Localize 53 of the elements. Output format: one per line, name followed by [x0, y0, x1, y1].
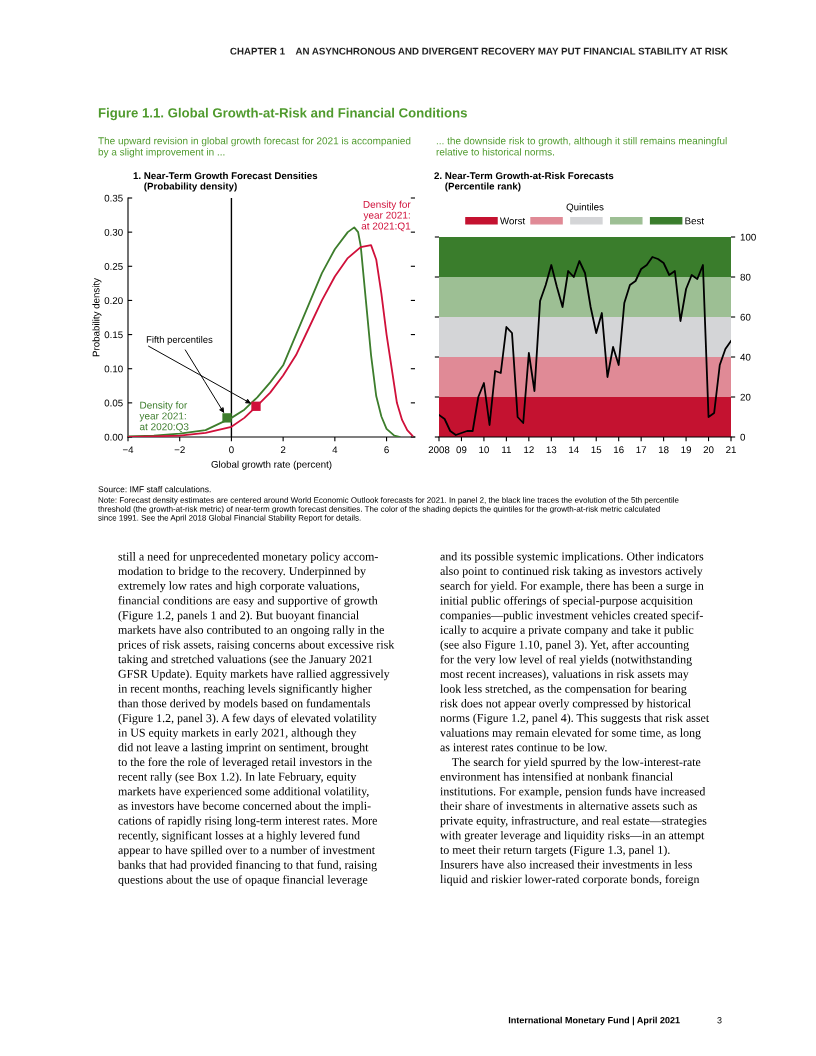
x-tick-label: 10 — [479, 446, 489, 454]
x-tick-label: 0 — [229, 446, 234, 454]
x-axis-title: Global growth rate (percent) — [211, 460, 332, 470]
legend-title: Quintiles — [566, 203, 604, 213]
y-tick-label: 40 — [740, 353, 751, 361]
legend-label: Worst — [500, 217, 526, 225]
chart-title: 2. Near-Term Growth-at-Risk Forecasts (Percentile rank) — [434, 172, 614, 192]
x-tick-label: 15 — [591, 446, 602, 454]
chart-title: 1. Near-Term Growth Forecast Densities (Probability density) — [133, 172, 318, 192]
y-tick-label: 0.25 — [104, 263, 123, 270]
y-tick-label: 0.05 — [104, 399, 123, 407]
x-tick-label: 20 — [703, 446, 714, 454]
x-tick-label: 14 — [569, 446, 579, 454]
x-tick-label: 17 — [636, 446, 647, 454]
text: International Monetary Fund | April 2021 — [508, 1016, 680, 1026]
x-tick-label: 16 — [614, 446, 624, 454]
y-tick-label: 0 — [740, 433, 746, 441]
x-tick-label: 18 — [658, 446, 669, 454]
x-tick-label: 2 — [280, 446, 286, 454]
y-tick-label: 0.00 — [104, 433, 123, 441]
legend-label: Best — [685, 217, 704, 225]
x-tick-label: 19 — [681, 446, 692, 454]
y-tick-label: 0.20 — [104, 297, 123, 305]
x-tick-label: 13 — [546, 446, 557, 454]
x-tick-label: 09 — [456, 446, 467, 454]
y-tick-label: 0.30 — [104, 228, 123, 236]
annotation: Fifth percentiles — [146, 336, 213, 345]
x-tick-label: 11 — [502, 446, 511, 454]
series-label: Density for year 2021: at 2021:Q1 — [361, 200, 411, 232]
text: 3 — [717, 1017, 722, 1024]
text: and its possible systemic implications. Other indicators also point to continued risk taking as investors actively search for yield. For example, there has been a surge in initial public offerings of special-purpose acquisition companies—public investment vehicles created specif- ically to acquire a private company and take it public (see also Figure 1.10, panel 3). Yet, after accounting for the very low level of real yields (notwithstanding most recent increases), valuations in risk assets may look less stretched, as the compensation for bearing risk does not appear overly compressed by historical norms (Figure 1.2, panel 4). This suggests that risk asset valuations may remain elevated for some time, as long as interest rates continue to be low. The search for yield spurred by the low-interest-rate environment has intensified at nonbank financial institutions. For example, pension funds have increased their share of investments in alternative assets such as private equity, infrastructure, and real estate—strategies with greater leverage and liquidity risks—in an attempt to meet their return targets (Figure 1.3, panel 1). Insurers have also increased their investments in less liquid and riskier lower-rated corporate bonds, foreign — [440, 552, 710, 886]
y-tick-label: 100 — [740, 233, 756, 241]
x-tick-label: 21 — [726, 446, 736, 454]
x-tick-label: 2008 — [428, 446, 450, 454]
series-label: Density for year 2021: at 2020:Q3 — [139, 401, 189, 433]
y-tick-label: 60 — [740, 313, 751, 321]
y-tick-label: 20 — [740, 393, 751, 401]
x-tick-label: 4 — [332, 446, 338, 454]
text: CHAPTER 1 AN ASYNCHRONOUS AND DIVERGENT RECOVERY MAY PUT FINANCIAL STABILITY AT RISK — [230, 47, 728, 55]
source-note: Source: IMF staff calculations. — [98, 486, 211, 493]
y-tick-label: 80 — [740, 273, 751, 281]
text: still a need for unprecedented monetary policy accom- modation to bridge to the recovery. Underpinned by extremely low rates and high corporate valuations, financial conditions are easy and supportive of growth (Figure 1.2, panels 1 and 2). But buoyant financial markets have also contributed to an ongoing rally in the prices of risk assets, raising concerns about excessive risk taking and stretched valuations (see the January 2021 GFSR Update). Equity markets have rallied aggressively in recent months, reaching levels significantly higher than those derived by models based on fundamentals (Figure 1.2, panel 3). A few days of elevated volatility in US equity markets in early 2021, although they did not leave a lasting imprint on sentiment, brought to the fore the role of leveraged retail investors in the recent rally (see Box 1.2). In late February, equity markets have experienced some additional volatility, as investors have become concerned about the impli- cations of rapidly rising long-term interest rates. More recently, significant losses at a highly levered fund appear to have spilled over to a number of investment banks that had provided financing to that fund, raising questions about the use of opaque financial leverage — [118, 552, 395, 887]
x-tick-label: −4 — [122, 446, 134, 454]
y-axis-title: Probability density — [92, 278, 102, 357]
y-tick-label: 0.35 — [104, 194, 123, 202]
y-tick-label: 0.10 — [104, 365, 123, 373]
x-tick-label: −2 — [174, 446, 185, 454]
x-tick-label: 6 — [384, 446, 389, 454]
caption: Figure 1.1. Global Growth-at-Risk and Financial Conditions — [98, 107, 467, 121]
text: ... the downside risk to growth, although it still remains meaningful relative to historical norms. — [436, 137, 727, 156]
y-tick-label: 0.15 — [104, 331, 123, 339]
x-tick-label: 12 — [524, 446, 534, 454]
text: The upward revision in global growth forecast for 2021 is accompanied by a slight improvement in ... — [98, 137, 411, 158]
